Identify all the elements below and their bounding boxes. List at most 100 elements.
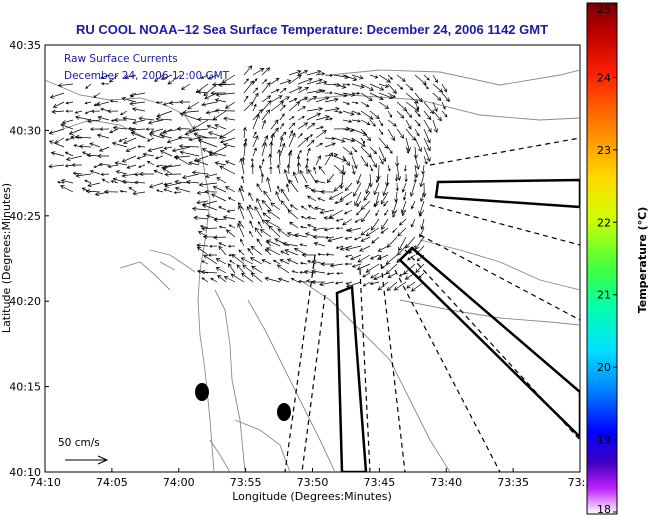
current-vector [285,183,290,193]
current-vector [48,140,65,148]
current-vector [100,74,110,80]
current-vector [315,129,327,139]
current-vector [124,74,137,79]
current-vector [357,254,371,263]
current-vector [178,144,200,149]
current-vector [129,101,146,106]
current-vector [342,146,353,155]
current-vector [270,119,279,130]
x-axis-ticks: 74:10 74:05 74:00 73:55 73:50 73:45 73:40 73:35… [29,468,592,489]
current-vector [432,119,438,133]
current-vector [257,221,263,229]
current-vector [230,273,245,283]
current-vector [130,131,146,139]
current-vector [78,144,92,149]
current-vector [90,109,101,114]
current-vector [351,83,365,89]
current-vector [414,155,420,170]
current-vector [243,80,255,94]
current-vector [219,165,236,175]
colorbar-tick-label: 21 [597,289,611,302]
legend-current-source: Raw Surface Currents [64,53,178,65]
current-vector [373,200,380,207]
current-vector [277,185,281,193]
current-vector [395,173,399,182]
current-vector [333,137,346,143]
current-vector [48,164,65,169]
current-vector [197,231,209,238]
current-vector [333,110,343,114]
current-vector [254,206,263,220]
current-vector [60,178,74,184]
current-vector [277,148,282,166]
current-vector [342,101,351,105]
x-tick-label: 74:00 [163,476,195,489]
current-vector [252,68,265,76]
current-vector [276,264,290,274]
chart-title: RU COOL NOAA–12 Sea Surface Temperature:… [76,22,548,37]
current-vector [333,83,347,89]
current-vector [387,128,395,142]
current-vector [74,134,92,140]
current-vector [398,236,407,252]
current-vector [120,110,128,116]
current-vector [100,82,110,86]
current-vector [393,281,407,291]
current-vector [182,110,200,115]
current-vector [317,252,326,256]
current-vector [299,243,308,247]
current-vector [200,74,209,79]
current-vector [250,163,255,175]
current-vector [84,179,92,184]
current-vector [392,209,398,218]
current-vector [378,92,394,100]
current-vector [401,209,407,217]
current-vector [400,200,407,214]
current-vector [270,127,279,139]
current-vector [57,83,74,88]
current-vector [192,119,209,130]
current-vector [196,159,209,166]
current-vector [252,92,259,103]
current-vector [319,209,335,215]
station-marker-2 [277,403,291,421]
current-vector [335,226,344,230]
y-tick-label: 40:20 [9,295,41,308]
sector-outline-south [335,285,368,472]
current-vector [288,116,295,121]
current-vector [286,163,291,175]
current-vector [54,137,65,144]
current-vector [297,106,306,112]
colorbar-tick-label: 24 [597,71,611,84]
current-vector [196,246,209,256]
current-vector [297,149,302,157]
current-vector [361,209,371,223]
current-vector [294,233,308,238]
current-vector [188,137,200,142]
current-vector [380,227,389,234]
current-vector [204,173,218,179]
current-vector [297,137,309,148]
current-vector [306,78,323,85]
current-vector [296,162,301,175]
current-vector [204,189,218,195]
current-vector [204,92,218,100]
current-vector [370,218,380,231]
current-vector [288,179,299,193]
current-vector [387,119,397,127]
current-vector [266,247,281,256]
current-vector [300,216,308,220]
current-vector [306,69,322,76]
current-vector [306,106,324,112]
current-vector [288,122,296,130]
current-vector [385,254,398,265]
current-vector [201,277,209,283]
current-vector [351,119,361,123]
current-vector [156,110,173,118]
current-vector [387,146,393,155]
current-vector [200,269,218,275]
current-vector [347,227,362,233]
current-vector [351,128,368,136]
current-vector [282,241,299,247]
current-vector [138,116,155,121]
